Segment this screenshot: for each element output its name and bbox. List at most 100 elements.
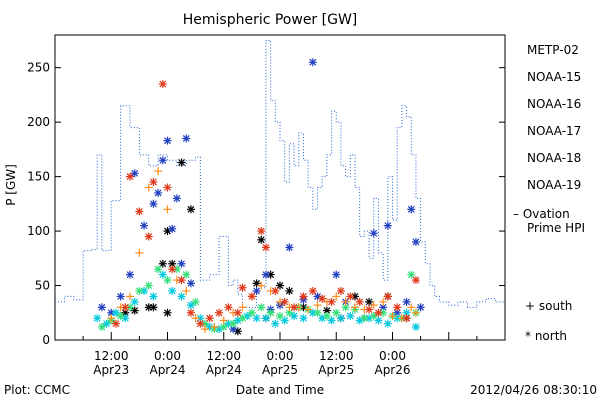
data-point — [107, 314, 116, 323]
data-point — [290, 303, 299, 312]
data-point — [411, 308, 420, 317]
data-point — [411, 322, 420, 331]
data-point — [93, 314, 102, 323]
y-tick-label: 100 — [27, 224, 50, 238]
x-tick-sublabel: Apr23 — [93, 363, 129, 377]
y-tick-label: 250 — [27, 61, 50, 75]
data-point — [261, 270, 270, 279]
data-point — [163, 308, 172, 317]
data-point — [383, 221, 392, 230]
data-point — [313, 301, 322, 310]
data-point — [407, 205, 416, 214]
data-point — [191, 297, 200, 306]
data-point — [196, 319, 205, 328]
data-point — [252, 286, 261, 295]
data-point — [135, 248, 144, 257]
data-point — [351, 303, 359, 312]
x-tick-sublabel: Apr26 — [374, 363, 410, 377]
data-point — [163, 276, 172, 285]
data-point — [383, 319, 392, 328]
x-tick-label: 12:00 — [94, 349, 129, 363]
data-point — [299, 292, 308, 301]
data-point — [126, 292, 134, 301]
x-tick-sublabel: Apr25 — [262, 363, 298, 377]
data-point — [308, 286, 317, 295]
data-point — [168, 265, 177, 274]
y-tick-label: 200 — [27, 115, 50, 129]
data-point — [229, 325, 238, 334]
data-point — [111, 319, 120, 328]
footer-left: Plot: CCMC — [4, 383, 70, 397]
y-tick-label: 50 — [35, 279, 50, 293]
data-point — [336, 286, 345, 295]
x-axis: 12:00Apr230:00Apr2412:00Apr240:00Apr2512… — [54, 332, 506, 377]
data-point — [266, 308, 275, 317]
data-point — [313, 308, 322, 317]
data-point — [168, 224, 177, 233]
data-point — [182, 134, 191, 143]
x-tick-label: 12:00 — [206, 349, 241, 363]
data-point — [144, 232, 153, 241]
data-point — [130, 306, 139, 315]
y-axis-label: P [GW] — [4, 164, 18, 206]
footer-center: Date and Time — [236, 383, 324, 397]
legend-entry: NOAA-18 — [527, 151, 581, 165]
data-point — [327, 297, 336, 306]
data-point — [411, 276, 420, 285]
y-tick-label: 150 — [27, 170, 50, 184]
data-point — [149, 303, 158, 312]
data-point — [365, 297, 374, 306]
y-axis: 0 50 100 150 200 250 — [27, 61, 505, 347]
legend-marker-south: + south — [525, 299, 572, 313]
data-point — [158, 270, 167, 279]
data-point — [116, 312, 125, 321]
data-point — [332, 270, 341, 279]
data-point — [154, 188, 163, 197]
data-point — [163, 136, 172, 145]
x-tick-sublabel: Apr24 — [206, 363, 242, 377]
data-point — [393, 303, 402, 312]
data-point — [154, 167, 163, 176]
data-point — [116, 292, 125, 301]
legend-entry: NOAA-16 — [527, 97, 581, 111]
data-point — [271, 286, 280, 295]
data-point — [163, 205, 172, 214]
legend-entry: NOAA-17 — [527, 124, 581, 138]
data-point — [402, 297, 411, 306]
data-point — [97, 322, 106, 331]
data-point — [186, 279, 195, 288]
x-tick-label: 0:00 — [154, 349, 181, 363]
data-point — [121, 303, 130, 312]
data-point — [130, 169, 139, 178]
data-point — [369, 312, 378, 321]
x-tick-sublabel: Apr24 — [149, 363, 185, 377]
legend-entry: METP-02 — [527, 43, 579, 57]
data-point — [205, 314, 214, 323]
data-point — [177, 292, 186, 301]
data-point — [233, 308, 242, 317]
data-point — [257, 281, 266, 290]
data-point — [126, 172, 134, 181]
chart-title: Hemispheric Power [GW] — [183, 12, 358, 28]
data-point — [158, 259, 167, 268]
data-point — [346, 292, 355, 301]
data-point — [374, 308, 383, 317]
data-point — [280, 297, 289, 306]
legend-ovation-line1: – Ovation — [513, 207, 570, 221]
data-point — [172, 194, 181, 203]
data-point — [336, 314, 345, 323]
legend-ovation-line2: Prime HPI — [527, 221, 585, 235]
footer-right: 2012/04/26 08:30:10 — [470, 383, 597, 397]
data-point — [383, 292, 392, 301]
data-point — [365, 305, 374, 314]
x-tick-sublabel: Apr25 — [318, 363, 354, 377]
data-points — [93, 58, 425, 336]
data-point — [261, 243, 270, 252]
legend-entry: NOAA-15 — [527, 70, 581, 84]
data-point — [355, 297, 364, 306]
data-point — [144, 281, 153, 290]
data-point — [290, 312, 299, 321]
data-point — [182, 270, 191, 279]
data-point — [346, 312, 355, 321]
data-point — [402, 314, 411, 323]
